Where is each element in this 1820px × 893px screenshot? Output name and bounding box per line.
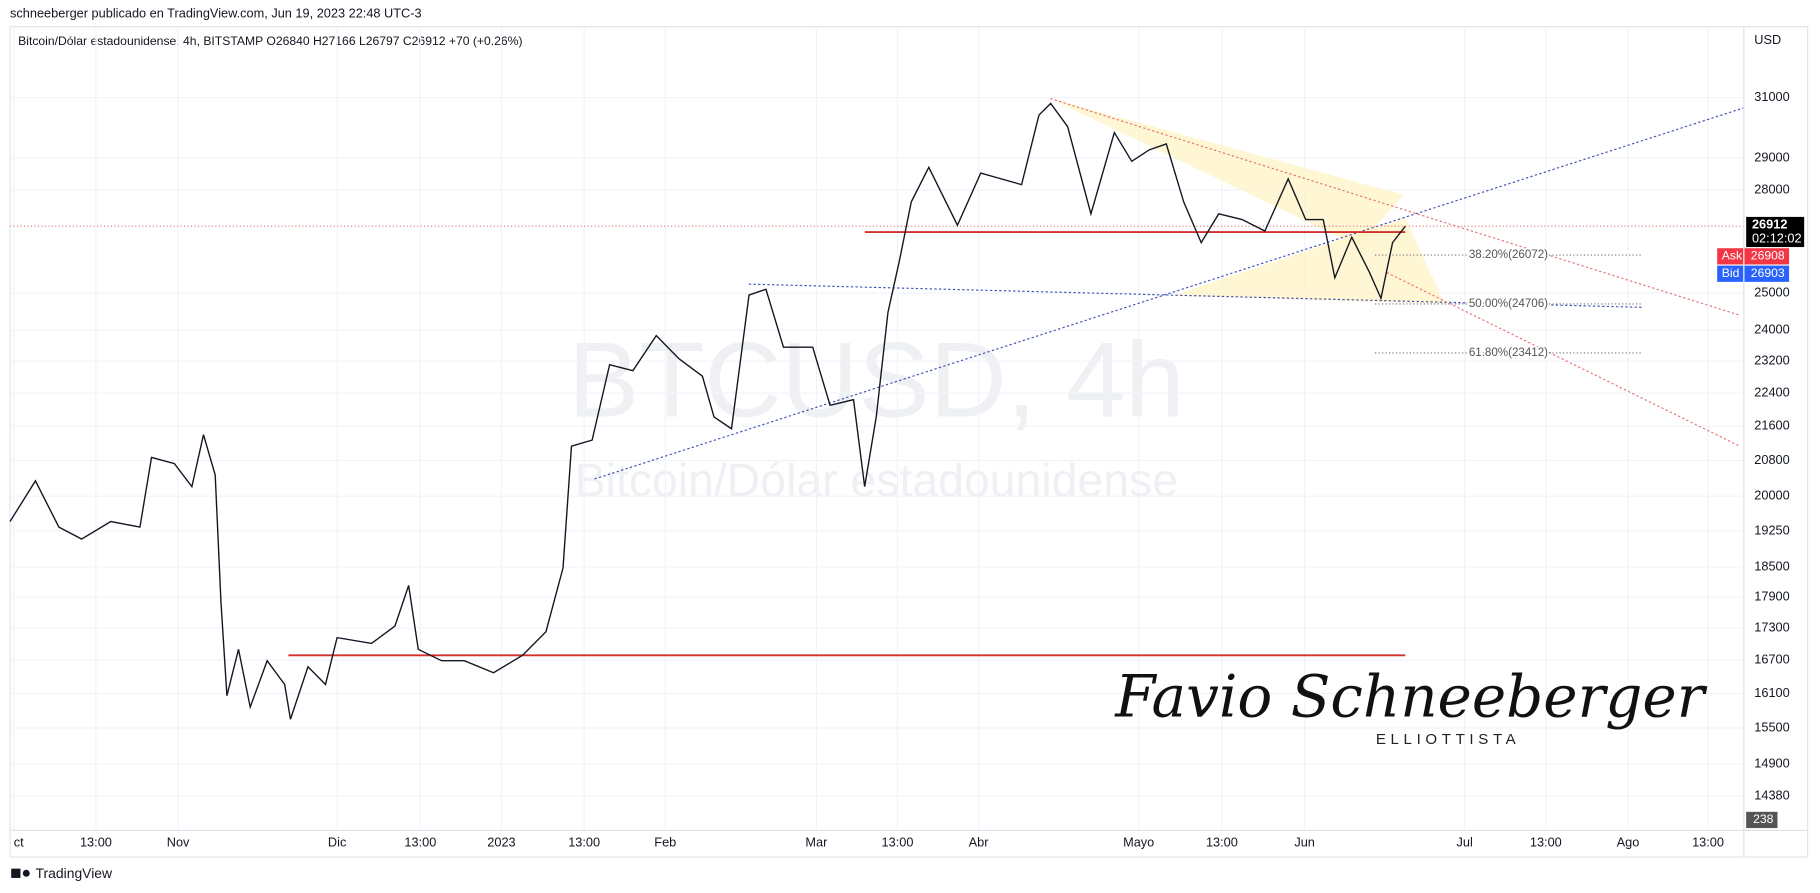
y-tick-label: 25000 (1754, 285, 1789, 300)
x-tick-label: 13:00 (1692, 835, 1724, 850)
y-tick-label: 20800 (1754, 452, 1789, 467)
y-tick-label: 17300 (1754, 619, 1789, 634)
y-tick-label: 14380 (1754, 788, 1789, 803)
y-tick-label: 17900 (1754, 588, 1789, 603)
bid-value: 26903 (1751, 266, 1785, 280)
watermark: BTCUSD, 4h (568, 320, 1185, 440)
y-tick-label: 28000 (1754, 182, 1789, 197)
ask-value: 26908 (1751, 249, 1785, 263)
trendline (748, 283, 1642, 308)
x-tick-label: Feb (654, 835, 676, 850)
y-tick-label: 24000 (1754, 322, 1789, 337)
y-tick-label: 29000 (1754, 150, 1789, 165)
footer-logo (11, 868, 30, 878)
x-tick-label: Mar (805, 835, 828, 850)
plot: 38.20%(26072) 50.00%(24706) 61.80%(23412) (9, 102, 1744, 720)
triangle-drawing (1050, 98, 1405, 246)
bid-label: Bid (1722, 266, 1740, 280)
bid-tag (1717, 265, 1790, 282)
x-tick-label: Jul (1457, 835, 1473, 850)
y-tick-label: 16100 (1754, 685, 1789, 700)
x-tick-label: 13:00 (404, 835, 436, 850)
x-tick-label: Mayo (1123, 835, 1154, 850)
publisher: schneeberger publicado en TradingView.co… (10, 5, 422, 20)
volume-tag (1746, 811, 1778, 829)
y-tick-label: 15500 (1754, 719, 1789, 734)
fib-label: 38.20%(26072) (1469, 249, 1548, 261)
x-tick-label: 13:00 (80, 835, 112, 850)
x-tick-label: Dic (328, 835, 347, 850)
volume-last: 238 (1753, 812, 1774, 826)
x-tick-label: 13:00 (882, 835, 914, 850)
y-tick-label: 16700 (1754, 652, 1789, 667)
watermark-subtitle: Bitcoin/Dólar estadounidense (575, 454, 1178, 506)
ask-label: Ask (1722, 249, 1743, 263)
x-tick-label: 13:00 (1206, 835, 1238, 850)
triangle-drawing (1172, 218, 1445, 304)
x-tick-label: 2023 (487, 835, 515, 850)
signature-subtitle: ELLIOTTISTA (1376, 731, 1521, 748)
symbol-line: Bitcoin/Dólar estadounidense, 4h, BITSTA… (18, 34, 522, 48)
countdown: 02:12:02 (1752, 230, 1802, 245)
y-tick-label: 18500 (1754, 558, 1789, 573)
trendline (1386, 272, 1741, 448)
x-tick-label: Ago (1617, 835, 1640, 850)
grid (10, 27, 1744, 831)
price-line (9, 102, 1406, 720)
x-tick-label: Jun (1294, 835, 1315, 850)
x-tick-label: 13:00 (568, 835, 600, 850)
x-tick-label: ct (14, 835, 24, 850)
y-tick-label: 20000 (1754, 488, 1789, 503)
y-tick-label: 23200 (1754, 353, 1789, 368)
x-tick-label: 13:00 (1530, 835, 1562, 850)
y-tick-label: 22400 (1754, 384, 1789, 399)
x-tick-label: Nov (167, 835, 190, 850)
y-tick-label: 31000 (1754, 89, 1789, 104)
y-tick-label: 21600 (1754, 418, 1789, 433)
y-tick-label: 14900 (1754, 755, 1789, 770)
frame (9, 26, 1809, 858)
trendline (594, 107, 1745, 480)
currency: USD (1754, 32, 1781, 47)
signature: Favio Schneeberger (1114, 663, 1707, 731)
fib-label: 61.80%(23412) (1469, 347, 1548, 359)
ask-tag (1717, 248, 1790, 265)
last-price: 26912 (1752, 216, 1787, 231)
y-tick-label: 19250 (1754, 522, 1789, 537)
x-tick-label: Abr (969, 835, 990, 850)
last-price-tag (1746, 216, 1805, 248)
fib-label: 50.00%(24706) (1469, 298, 1548, 310)
footer: TradingView (36, 865, 113, 881)
